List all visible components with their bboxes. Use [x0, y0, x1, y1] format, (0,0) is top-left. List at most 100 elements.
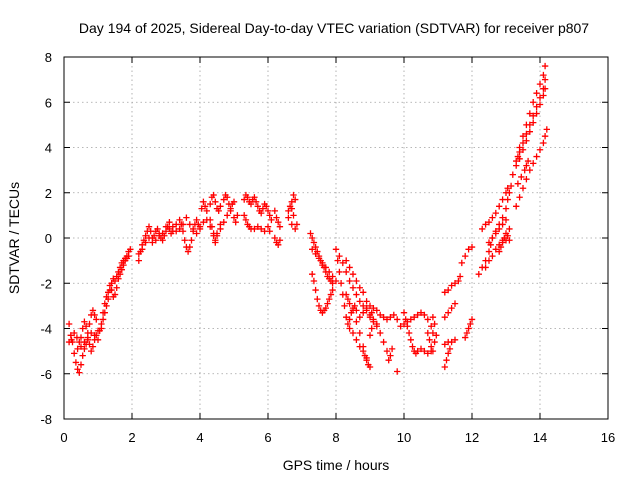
data-point [230, 214, 238, 221]
plot-frame [63, 56, 609, 420]
data-point [208, 223, 216, 230]
data-point [351, 302, 358, 310]
data-point [273, 214, 280, 221]
data-point [536, 94, 544, 101]
data-point [426, 336, 433, 344]
data-point [370, 304, 377, 312]
series-s21 [343, 257, 370, 305]
data-point [394, 316, 401, 323]
data-point [288, 198, 295, 205]
data-point [142, 232, 149, 239]
data-point [356, 284, 363, 291]
data-point [166, 225, 173, 233]
data-point [135, 257, 142, 264]
data-point [431, 320, 438, 328]
data-point [111, 291, 119, 298]
data-point [94, 336, 102, 344]
data-point [86, 320, 93, 328]
data-point [264, 207, 272, 215]
data-point [353, 318, 360, 325]
data-point [513, 157, 520, 165]
data-point [89, 307, 97, 314]
data-point [312, 243, 319, 251]
data-point [482, 221, 489, 228]
data-point [71, 350, 78, 357]
y-axis-label: SDTVAR / TECUs [6, 182, 22, 294]
data-point [349, 329, 357, 337]
data-point [292, 196, 299, 203]
data-point [125, 252, 132, 260]
data-point [81, 318, 88, 325]
data-point [516, 155, 523, 163]
data-point [504, 232, 511, 239]
data-point [98, 325, 105, 332]
data-point [309, 234, 316, 242]
data-point [186, 221, 193, 228]
data-point [523, 162, 530, 169]
data-point [322, 264, 329, 271]
data-point [424, 316, 431, 323]
data-point [366, 313, 374, 321]
data-point [519, 132, 527, 140]
data-point [336, 252, 343, 260]
x-tick-label: 16 [601, 430, 615, 445]
data-point [411, 313, 418, 321]
data-point [326, 295, 333, 303]
data-point [485, 218, 493, 226]
data-point [366, 332, 374, 339]
data-point [93, 316, 100, 323]
data-point [120, 261, 127, 269]
data-point [118, 266, 125, 273]
data-point [366, 363, 374, 371]
series-s24 [366, 318, 396, 364]
data-point [377, 311, 384, 319]
data-point [145, 223, 153, 230]
chart-title: Day 194 of 2025, Sidereal Day-to-day VTE… [79, 20, 589, 36]
data-point [159, 237, 166, 244]
series-s23 [346, 325, 370, 362]
series-s17 [309, 246, 340, 285]
data-point [327, 291, 335, 298]
series-s32 [441, 336, 459, 348]
data-point [441, 363, 448, 371]
data-point [285, 207, 292, 215]
data-point [380, 313, 387, 321]
data-point [343, 291, 350, 298]
data-point [489, 214, 496, 221]
data-point [390, 311, 397, 319]
series-s10 [198, 191, 238, 215]
data-point [81, 345, 88, 353]
data-point [329, 286, 336, 294]
data-point [482, 264, 489, 271]
data-point [506, 225, 513, 233]
data-point [276, 223, 284, 230]
data-point [448, 304, 455, 312]
data-point [489, 252, 496, 260]
x-tick-label: 6 [264, 430, 271, 445]
y-tick-label: -4 [40, 322, 52, 337]
data-point [536, 101, 544, 108]
data-point [79, 325, 86, 332]
data-point [448, 338, 455, 346]
y-tick-label: 4 [45, 141, 52, 156]
data-point [377, 329, 384, 337]
data-point [81, 338, 88, 346]
data-point [159, 230, 166, 237]
data-point [217, 203, 224, 210]
data-point [441, 341, 448, 348]
data-point [230, 198, 238, 205]
data-point [106, 282, 114, 289]
data-point [492, 246, 499, 253]
data-point [353, 336, 360, 344]
series-s45 [514, 157, 532, 187]
data-point [496, 203, 503, 210]
data-point [103, 293, 110, 301]
data-point [105, 289, 112, 296]
data-point [387, 352, 394, 359]
series-s20 [336, 252, 380, 328]
data-point [540, 71, 547, 79]
series-s37 [479, 185, 511, 233]
data-point [456, 273, 464, 280]
data-point [533, 90, 540, 97]
data-point [519, 139, 527, 147]
